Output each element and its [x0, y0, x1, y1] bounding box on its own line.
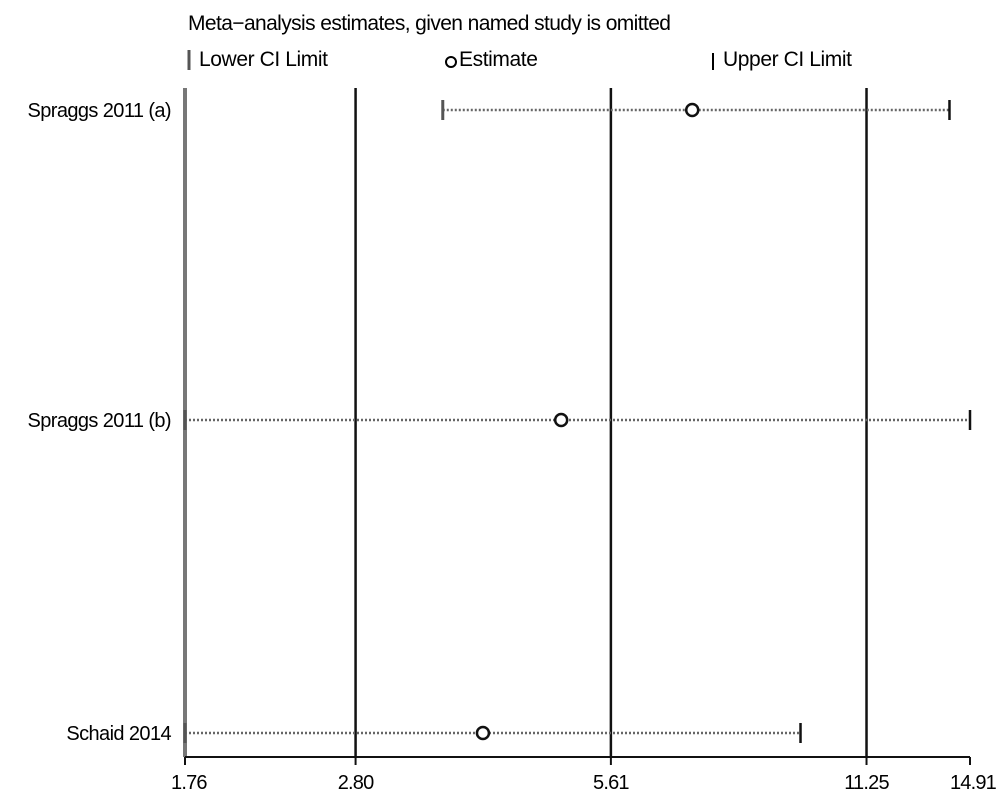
legend-estimate-label: Estimate — [459, 48, 538, 71]
legend-upper-label: Upper CI Limit — [723, 48, 852, 71]
x-tick-label: 2.80 — [338, 772, 374, 794]
study-row: Spraggs 2011 (a) — [28, 100, 951, 122]
study-label: Spraggs 2011 (a) — [28, 100, 171, 122]
x-tick-label: 5.61 — [593, 772, 629, 794]
legend-lower-label: Lower CI Limit — [199, 48, 328, 71]
legend: Lower CI Limit Estimate Upper CI Limit — [187, 48, 853, 71]
x-tick-label: 14.91 — [950, 772, 997, 794]
reference-lines — [183, 88, 868, 757]
x-axis: 1.76 2.80 5.61 11.25 14.91 — [171, 756, 997, 794]
study-row: Spraggs 2011 (b) — [28, 410, 972, 432]
estimate-point — [553, 412, 569, 428]
study-rows: Spraggs 2011 (a) Spraggs 2011 (b) Schaid 2… — [28, 100, 972, 745]
x-tick-label: 1.76 — [171, 772, 207, 794]
study-row: Schaid 2014 — [66, 723, 802, 745]
study-label: Spraggs 2011 (b) — [28, 410, 171, 432]
chart-title: Meta−analysis estimates, given named stu… — [188, 12, 670, 35]
estimate-point — [475, 725, 491, 741]
estimate-point — [684, 102, 700, 118]
x-tick-label: 11.25 — [844, 772, 889, 794]
legend-estimate-marker — [445, 56, 457, 68]
study-label: Schaid 2014 — [66, 723, 171, 745]
